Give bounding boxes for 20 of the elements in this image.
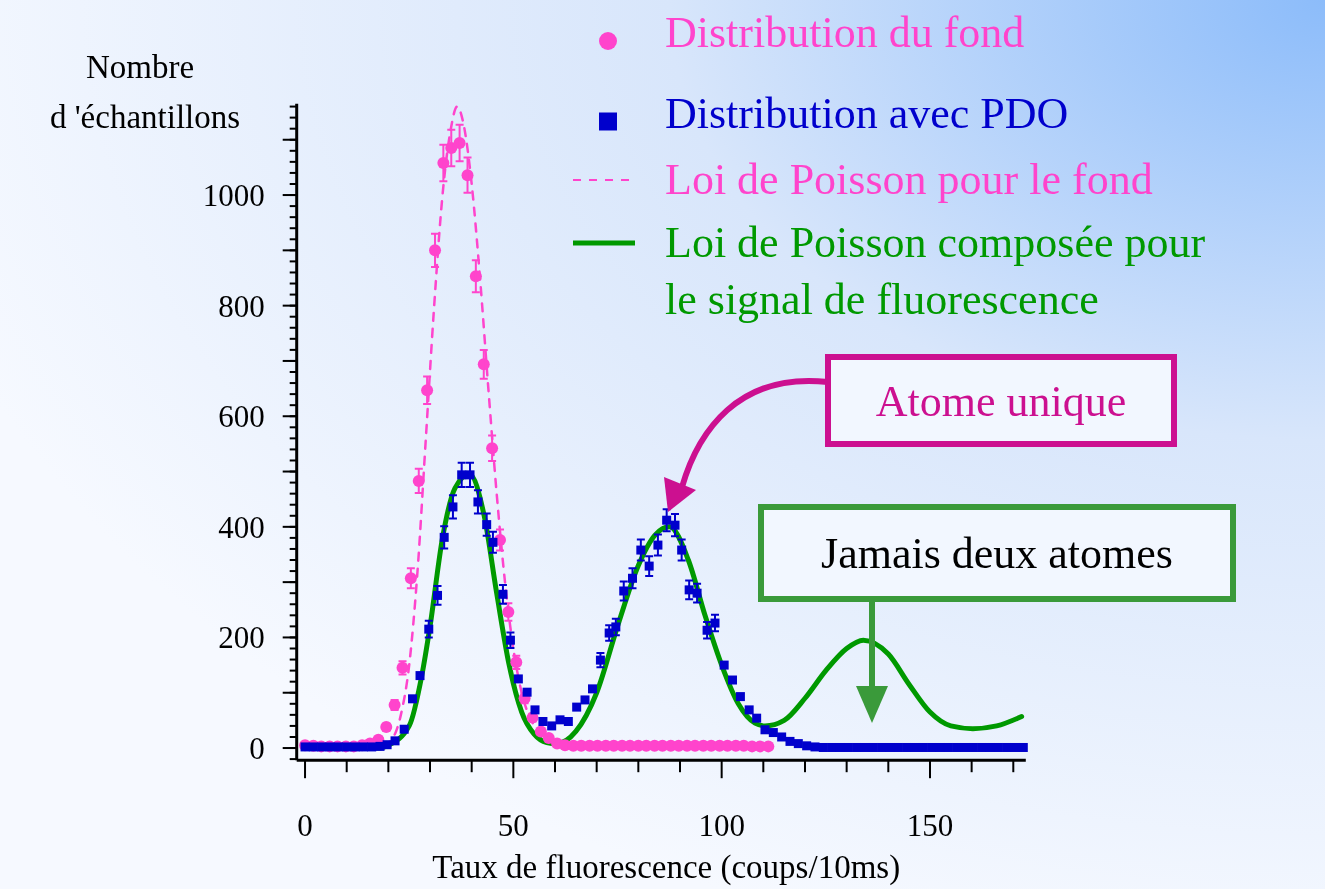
y-tick-label: 200 [218,620,265,656]
annotation: Jamais deux atomes [821,529,1173,578]
legend-label: Distribution du fond [665,8,1025,57]
x-tick-label: 150 [906,808,954,844]
legend-label: Loi de Poisson composée pour le signal de fluorescence [665,218,1206,324]
x-tick-label: 100 [698,808,745,844]
y-axis-title: Nombre d 'échantillons [49,49,241,135]
y-tick-label: 0 [249,731,265,767]
x-tick-label: 50 [497,808,529,844]
x-tick-label: 0 [297,808,313,844]
y-tick-label: 600 [218,399,265,435]
legend-label: Loi de Poisson pour le fond [665,155,1153,204]
annotation: Atome unique [875,376,1127,426]
point [534,725,547,738]
point [542,732,555,745]
y-tick-label: 400 [218,509,265,545]
y-tick-label: 1000 [202,178,265,214]
x-axis-title: Taux de fluorescence (coups/10ms) [432,849,901,886]
legend-label: Distribution avec PDO [665,88,1069,138]
y-tick-label: 800 [218,288,265,324]
